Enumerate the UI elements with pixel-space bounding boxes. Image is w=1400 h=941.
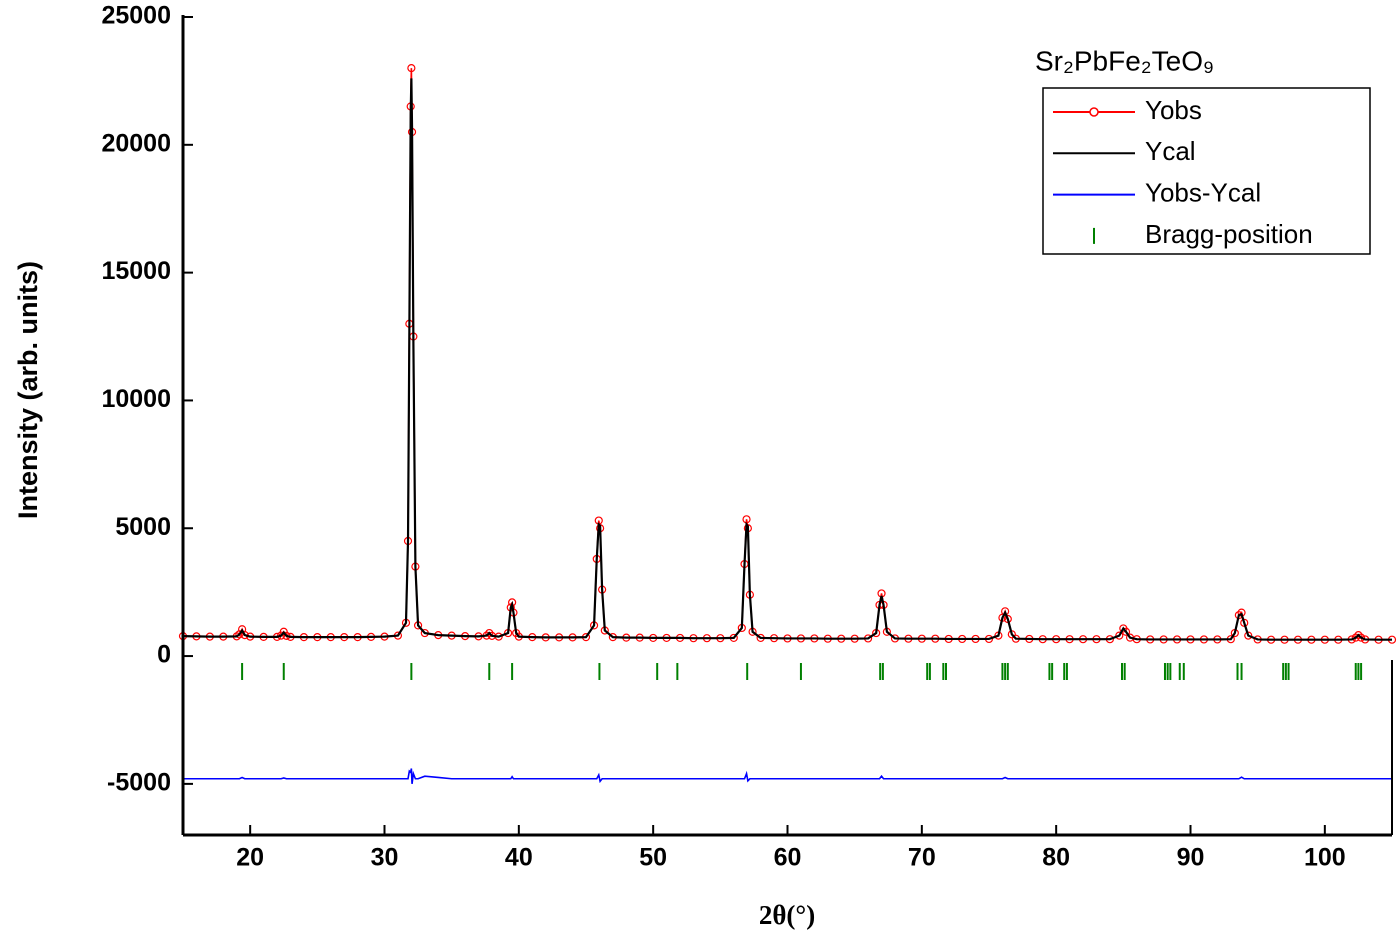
data-point — [1357, 633, 1366, 642]
legend-label: Yobs-Ycal — [1145, 177, 1261, 207]
x-tick-label: 90 — [1177, 844, 1205, 872]
y-tick-label: 15000 — [101, 257, 171, 285]
x-tick-label: 70 — [908, 844, 936, 872]
x-tick-label: 20 — [236, 844, 264, 872]
legend-title: Sr₂PbFe₂TeO₉ — [1035, 45, 1214, 76]
x-tick-label: 60 — [774, 844, 802, 872]
data-point — [1354, 631, 1363, 640]
data-point — [407, 64, 416, 73]
y-tick-label: 25000 — [101, 2, 171, 30]
x-tick-label: 50 — [639, 844, 667, 872]
y-tick-label: 10000 — [101, 385, 171, 413]
x-tick-label: 40 — [505, 844, 533, 872]
legend-label: Bragg-position — [1145, 219, 1313, 249]
x-tick-label: 100 — [1304, 844, 1346, 872]
legend-box — [1042, 87, 1371, 255]
y-tick-label: 0 — [157, 641, 171, 669]
legend-marker — [1089, 107, 1099, 117]
data-point — [279, 627, 288, 636]
y-tick-label: 20000 — [101, 129, 171, 157]
x-tick-label: 80 — [1042, 844, 1070, 872]
data-point — [485, 628, 494, 638]
y-tick-label: -5000 — [107, 768, 171, 796]
legend-label: Yobs — [1145, 95, 1202, 125]
series-line — [183, 768, 1392, 784]
x-axis-label: 2θ(°) — [759, 900, 815, 930]
x-tick-label: 30 — [371, 844, 399, 872]
legend-label: Ycal — [1145, 136, 1196, 166]
data-point — [1115, 631, 1124, 640]
series-line — [182, 68, 1392, 641]
data-point — [1351, 633, 1360, 642]
series-line — [182, 78, 1392, 641]
y-axis-label: Intensity (arb. units) — [13, 261, 43, 519]
y-tick-label: 5000 — [115, 513, 171, 541]
